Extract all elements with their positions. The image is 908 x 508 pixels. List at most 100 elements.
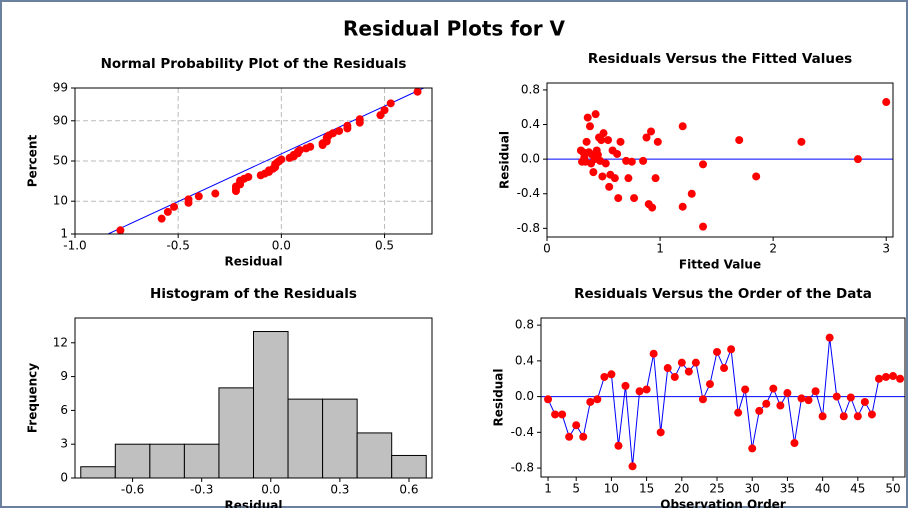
y-tick-label: 0.8 bbox=[515, 318, 534, 332]
point bbox=[691, 358, 700, 367]
point bbox=[811, 387, 820, 396]
point bbox=[593, 395, 602, 404]
point bbox=[762, 399, 771, 408]
bar bbox=[183, 443, 220, 479]
bar bbox=[391, 454, 427, 479]
point bbox=[727, 345, 736, 354]
y-tick-label: -0.4 bbox=[517, 186, 540, 200]
x-tick-label: -0.3 bbox=[190, 483, 213, 497]
point bbox=[624, 174, 633, 183]
x-tick-label: -0.5 bbox=[166, 239, 189, 253]
point bbox=[628, 462, 637, 471]
point bbox=[582, 137, 591, 146]
point bbox=[853, 412, 862, 421]
point bbox=[748, 444, 757, 453]
point bbox=[653, 137, 662, 146]
point bbox=[601, 159, 610, 168]
y-tick-label: 90 bbox=[53, 113, 68, 127]
point bbox=[565, 432, 574, 441]
y-tick-label: -0.8 bbox=[511, 461, 534, 475]
point bbox=[889, 372, 898, 381]
point bbox=[627, 157, 636, 166]
point bbox=[790, 439, 799, 448]
point bbox=[832, 392, 841, 401]
bar bbox=[149, 443, 185, 479]
point bbox=[413, 87, 422, 96]
point bbox=[306, 142, 315, 151]
y-tick-label: 12 bbox=[53, 335, 68, 349]
panel-title: Histogram of the Residuals bbox=[150, 286, 357, 302]
panel-title: Normal Probability Plot of the Residuals bbox=[101, 56, 407, 72]
point bbox=[678, 202, 687, 211]
point bbox=[881, 372, 890, 381]
point bbox=[825, 333, 834, 342]
x-tick-label: 20 bbox=[674, 482, 689, 496]
point bbox=[642, 385, 651, 394]
point bbox=[610, 174, 619, 183]
point bbox=[648, 203, 657, 212]
point bbox=[663, 364, 672, 373]
point bbox=[597, 136, 606, 145]
x-tick-label: 0.3 bbox=[330, 483, 349, 497]
point bbox=[586, 397, 595, 406]
point bbox=[734, 408, 743, 417]
point bbox=[804, 396, 813, 405]
point bbox=[244, 172, 253, 181]
point bbox=[343, 121, 352, 130]
main-title: Residual Plots for V bbox=[343, 17, 566, 41]
point bbox=[860, 397, 869, 406]
point bbox=[614, 441, 623, 450]
x-tick-label: 2 bbox=[769, 242, 777, 256]
y-tick-label: 6 bbox=[60, 403, 68, 417]
point bbox=[678, 122, 687, 131]
x-tick-label: 10 bbox=[604, 482, 619, 496]
point bbox=[295, 146, 304, 155]
point bbox=[699, 160, 708, 169]
point bbox=[604, 136, 613, 145]
point bbox=[698, 395, 707, 404]
point bbox=[677, 358, 686, 367]
y-tick-label: 0 bbox=[60, 471, 68, 485]
y-tick-label: 1 bbox=[60, 227, 68, 241]
point bbox=[720, 364, 729, 373]
y-tick-label: -0.4 bbox=[511, 425, 534, 439]
y-tick-label: -0.8 bbox=[517, 221, 540, 235]
point bbox=[163, 207, 172, 216]
x-tick-label: 0.6 bbox=[399, 483, 418, 497]
bar bbox=[356, 432, 393, 479]
y-tick-label: 0.4 bbox=[521, 117, 540, 131]
point bbox=[194, 192, 203, 201]
point bbox=[585, 122, 594, 131]
bar bbox=[322, 398, 358, 479]
point bbox=[616, 137, 625, 146]
bar bbox=[287, 398, 324, 479]
plot-frame bbox=[540, 317, 906, 478]
point bbox=[882, 98, 891, 107]
point bbox=[797, 137, 806, 146]
point bbox=[776, 401, 785, 410]
point bbox=[755, 406, 764, 415]
y-tick-label: 10 bbox=[53, 194, 68, 208]
point bbox=[635, 387, 644, 396]
point bbox=[613, 149, 622, 158]
x-tick-label: 5 bbox=[572, 482, 580, 496]
point bbox=[630, 194, 639, 203]
point bbox=[705, 380, 714, 389]
point bbox=[735, 136, 744, 145]
bar bbox=[80, 466, 116, 479]
y-axis-label: Frequency bbox=[26, 363, 40, 433]
x-tick-label: 35 bbox=[780, 482, 795, 496]
y-tick-label: 0.4 bbox=[515, 353, 534, 367]
x-tick-label: 30 bbox=[745, 482, 760, 496]
x-axis-label: Fitted Value bbox=[679, 258, 761, 272]
point bbox=[184, 195, 193, 204]
point bbox=[656, 428, 665, 437]
y-axis-label: Residual bbox=[492, 369, 506, 427]
y-axis-label: Residual bbox=[498, 131, 512, 189]
x-tick-label: -1.0 bbox=[63, 239, 86, 253]
point bbox=[328, 129, 337, 138]
x-axis-label: Residual bbox=[225, 499, 283, 508]
point bbox=[797, 394, 806, 403]
